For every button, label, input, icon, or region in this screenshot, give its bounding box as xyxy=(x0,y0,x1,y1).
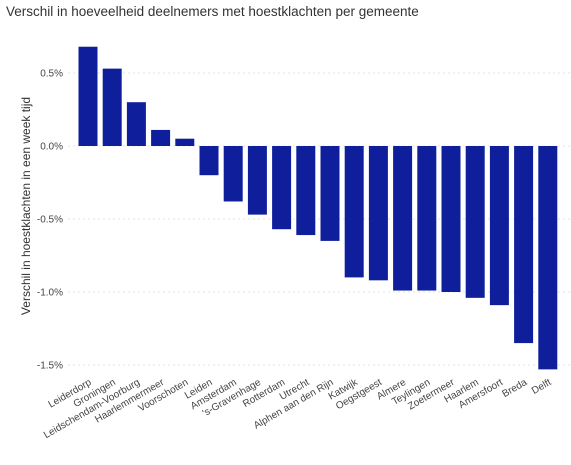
bar xyxy=(344,146,364,278)
y-tick-label: -1.0% xyxy=(37,288,63,299)
x-axis-category-labels: LeiderdorpGroningenLeidschendam-Voorburg… xyxy=(42,377,553,442)
x-tick-label: Breda xyxy=(500,377,529,400)
y-tick-label: 0.5% xyxy=(40,69,63,80)
bar xyxy=(223,146,243,202)
bar xyxy=(272,146,292,230)
bar xyxy=(538,146,558,370)
bar xyxy=(393,146,413,291)
grid-layer xyxy=(68,72,570,366)
bar xyxy=(175,138,195,146)
bar xyxy=(78,46,98,146)
x-tick-label: Delft xyxy=(530,377,553,397)
bar xyxy=(247,146,267,215)
bar xyxy=(465,146,485,298)
y-axis-ticks: 0.5% 0.0% -0.5% -1.0% -1.5% xyxy=(37,69,63,372)
bar xyxy=(417,146,437,291)
chart-title: Verschil in hoeveelheid deelnemers met h… xyxy=(6,4,419,19)
bar xyxy=(151,129,171,146)
bar xyxy=(320,146,340,241)
y-tick-label: 0.0% xyxy=(40,142,63,153)
y-tick-label: -1.5% xyxy=(37,361,63,372)
bar xyxy=(514,146,534,344)
bars xyxy=(78,46,558,370)
bar xyxy=(489,146,509,306)
bar xyxy=(199,146,219,176)
bar xyxy=(441,146,461,292)
bar xyxy=(368,146,388,281)
y-axis-title: Verschil in hoestklachten in een week ti… xyxy=(19,97,33,315)
bar xyxy=(102,68,122,146)
y-tick-label: -0.5% xyxy=(37,215,63,226)
bar xyxy=(296,146,316,236)
bar xyxy=(126,102,146,146)
